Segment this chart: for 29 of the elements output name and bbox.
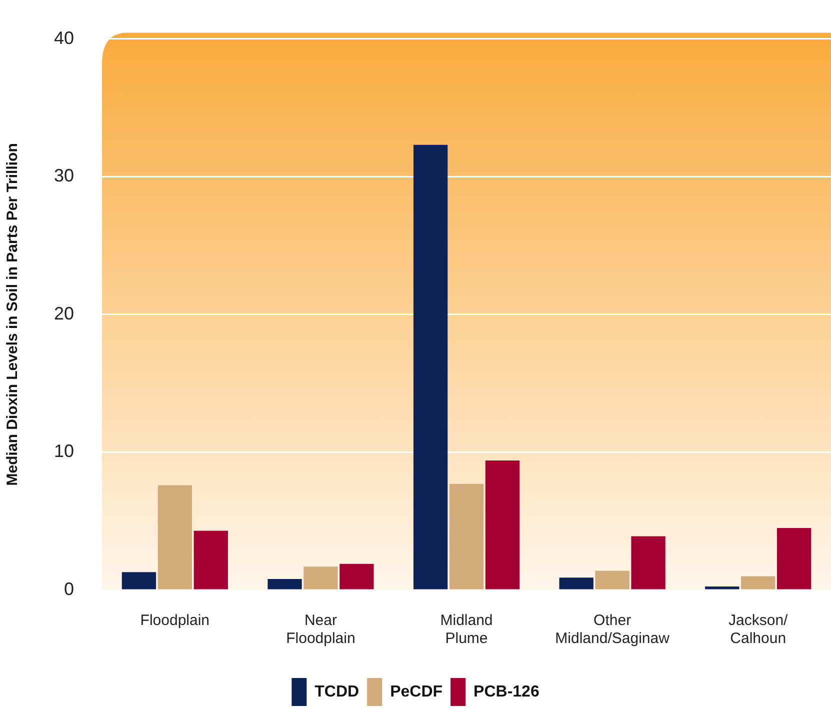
y-tick-label: 30 [54,166,74,186]
bar [595,570,630,590]
bar [158,485,192,590]
bar [741,576,776,590]
y-axis-title: Median Dioxin Levels in Soil in Parts Per Trillion [4,143,22,486]
x-tick-label: Midland Plume [440,612,493,648]
legend-label: PeCDF [390,683,443,700]
bar [559,578,594,590]
y-tick-label: 0 [64,578,74,599]
bar [194,530,228,590]
y-tick-label: 40 [54,28,74,48]
bar [340,564,374,590]
bar [776,528,812,590]
y-tick-label: 20 [54,303,74,324]
bar [413,144,448,590]
x-tick-label: Floodplain [140,612,210,630]
legend-label: TCDD [314,683,360,700]
x-tick-label: Near Floodplain [286,612,356,648]
legend-label: PCB-126 [474,683,540,700]
bar [268,578,302,590]
y-tick-label: 10 [54,441,74,462]
bar [449,484,484,590]
bar [705,586,740,590]
x-tick-label: Jackson/ Calhoun [728,612,789,648]
x-tick-label: Other Midland/Saginaw [555,612,670,648]
bar [304,566,338,590]
bar [485,460,520,590]
bar [631,536,666,590]
bar [122,572,156,590]
